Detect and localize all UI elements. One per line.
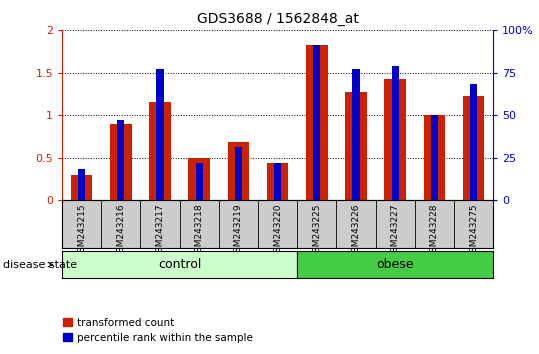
Title: GDS3688 / 1562848_at: GDS3688 / 1562848_at — [197, 12, 358, 26]
Bar — [384, 79, 406, 200]
Text: GSM243216: GSM243216 — [116, 204, 125, 258]
Bar — [110, 124, 132, 200]
Text: GSM243217: GSM243217 — [155, 204, 164, 258]
Legend: transformed count, percentile rank within the sample: transformed count, percentile rank withi… — [59, 314, 257, 347]
Bar — [345, 92, 367, 200]
Text: disease state: disease state — [3, 259, 77, 270]
Bar — [189, 158, 210, 200]
Bar — [306, 45, 328, 200]
Bar — [274, 162, 281, 200]
Text: GSM243225: GSM243225 — [312, 204, 321, 258]
Text: GSM243219: GSM243219 — [234, 204, 243, 258]
Bar — [149, 102, 171, 200]
Bar — [78, 170, 85, 200]
Bar — [470, 85, 477, 200]
Bar — [196, 162, 203, 200]
Bar — [235, 147, 242, 200]
Text: GSM243220: GSM243220 — [273, 204, 282, 258]
Text: control: control — [158, 258, 201, 271]
Bar — [431, 115, 438, 200]
Text: obese: obese — [376, 258, 414, 271]
Text: GSM243275: GSM243275 — [469, 204, 478, 258]
Bar — [267, 164, 288, 200]
Text: GSM243228: GSM243228 — [430, 204, 439, 258]
Bar — [118, 120, 125, 200]
Bar — [71, 175, 92, 200]
Bar — [392, 66, 399, 200]
Bar — [463, 96, 485, 200]
Bar — [353, 69, 360, 200]
Bar — [313, 45, 320, 200]
Text: GSM243215: GSM243215 — [77, 204, 86, 258]
Bar — [227, 142, 249, 200]
Bar — [156, 69, 163, 200]
Bar — [424, 115, 445, 200]
Text: GSM243218: GSM243218 — [195, 204, 204, 258]
Text: GSM243226: GSM243226 — [351, 204, 361, 258]
Text: GSM243227: GSM243227 — [391, 204, 400, 258]
